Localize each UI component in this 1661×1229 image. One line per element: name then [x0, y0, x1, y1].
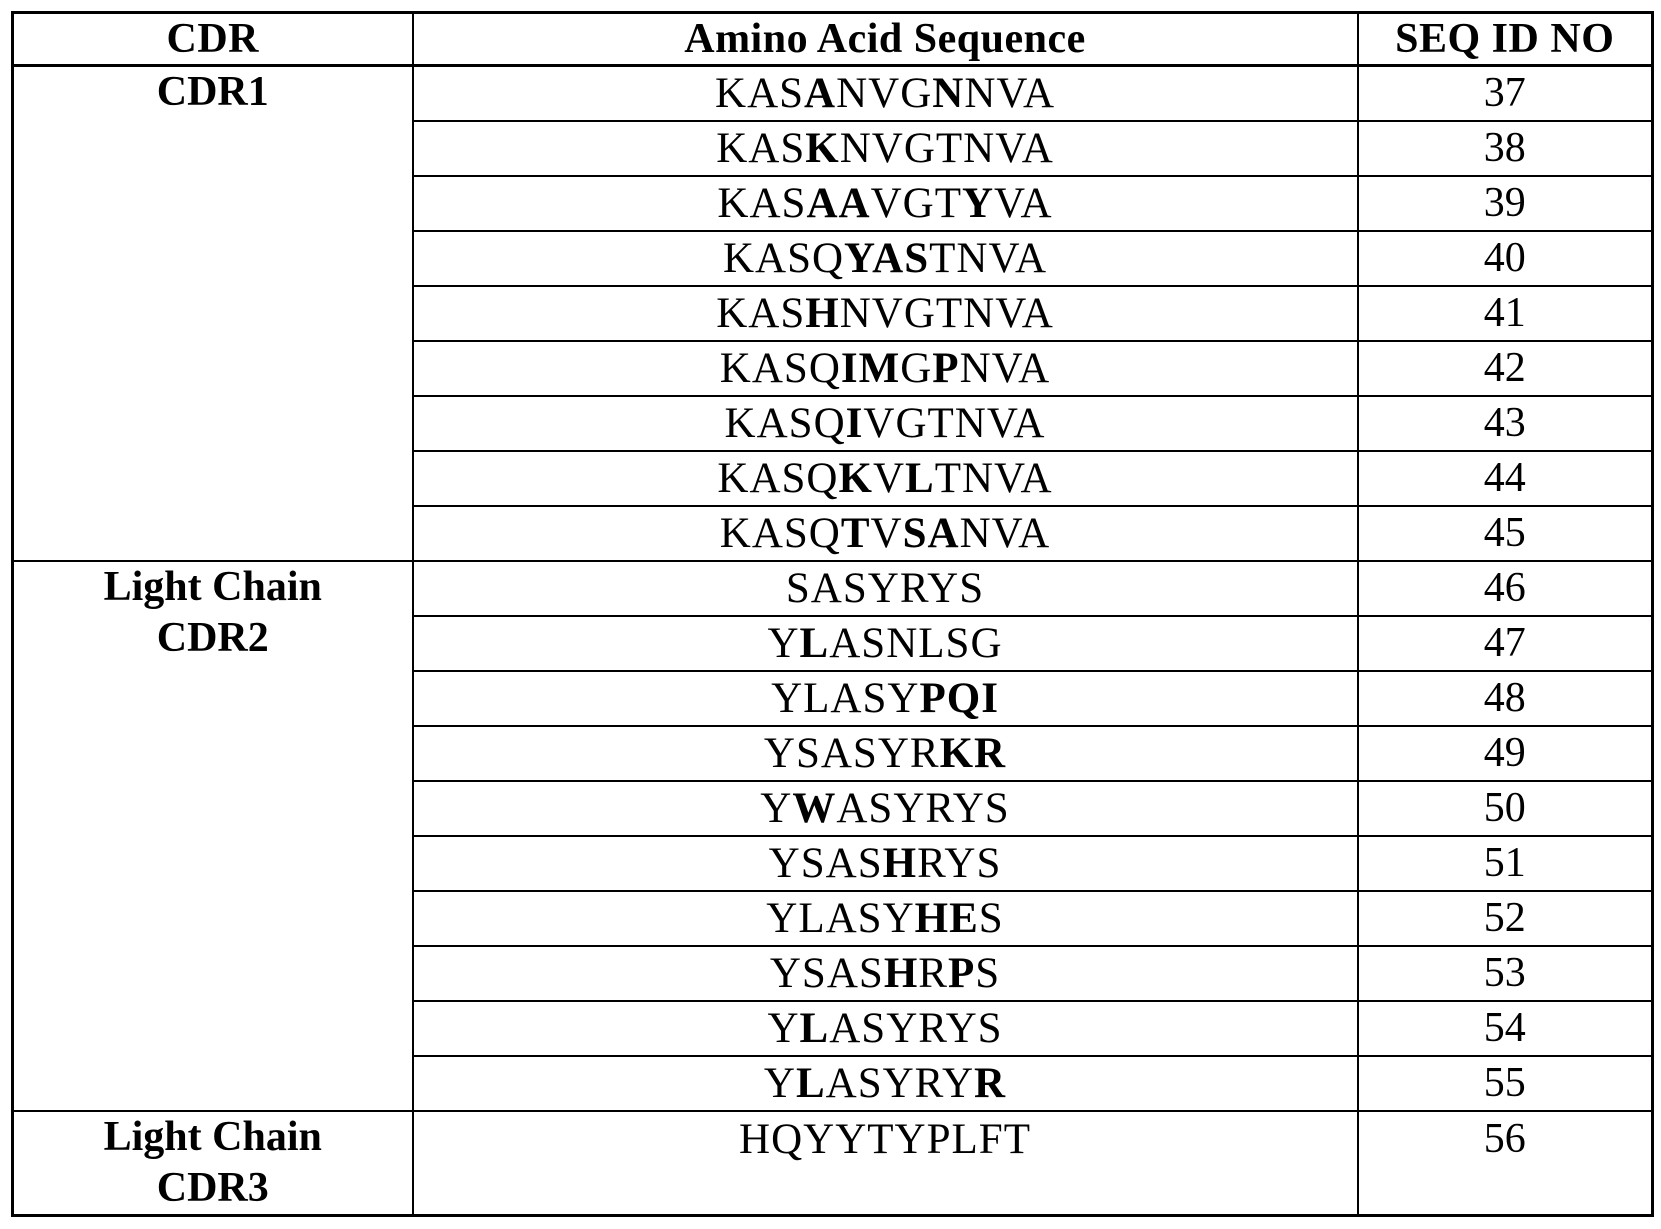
table-row: YSASHRPS 53: [13, 944, 1654, 1002]
sequence-cell: YLASYPQI: [411, 669, 1359, 727]
table-row: KASQYASTNVA 40: [13, 229, 1654, 287]
table-body: CDR1 KASANVGNNVA 37 KASKNVGTNVA 38 KASAAVGTYV…: [11, 64, 1654, 1217]
table-row: KASQIVGTNVA 43: [13, 394, 1654, 452]
sequence-cell: YLASYHES: [411, 889, 1359, 947]
seq-id-cell: 50: [1356, 779, 1654, 837]
sequence-cell: HQYYTYPLFT: [411, 1109, 1359, 1217]
table-row: YLASNLSG 47: [13, 614, 1654, 672]
cdr-group-label-line: Light Chain: [103, 563, 322, 610]
seq-id-cell: 46: [1356, 559, 1654, 617]
table-row: YLASYPQI 48: [13, 669, 1654, 727]
table-row: KASQKVLTNVA 44: [13, 449, 1654, 507]
seq-id-cell: 37: [1356, 64, 1654, 122]
seq-id-cell: 42: [1356, 339, 1654, 397]
sequence-cell: KASQKVLTNVA: [411, 449, 1359, 507]
table-row: YLASYRYS 54: [13, 999, 1654, 1057]
sequence-cell: KASAAVGTYVA: [411, 174, 1359, 232]
sequence-cell: YSASHRYS: [411, 834, 1359, 892]
table-row: KASQTVSANVA 45: [13, 504, 1654, 562]
seq-id-cell: 56: [1356, 1109, 1654, 1217]
sequence-cell: KASQIVGTNVA: [411, 394, 1359, 452]
table-row: YLASYHES 52: [13, 889, 1654, 947]
cdr-group-cell: Light Chain CDR3: [11, 1109, 414, 1217]
sequence-cell: SASYRYS: [411, 559, 1359, 617]
table-header: CDR Amino Acid Sequence SEQ ID NO: [11, 11, 1654, 67]
sequence-cell: YSASHRPS: [411, 944, 1359, 1002]
seq-id-cell: 41: [1356, 284, 1654, 342]
table-row: KASHNVGTNVA 41: [13, 284, 1654, 342]
sequence-cell: YLASYRYS: [411, 999, 1359, 1057]
table-row: YSASYRKR 49: [13, 724, 1654, 782]
header-amino-acid-sequence: Amino Acid Sequence: [411, 11, 1359, 67]
table-row: YWASYRYS 50: [13, 779, 1654, 837]
cdr-group-label-line: CDR1: [156, 69, 269, 115]
header-row: CDR Amino Acid Sequence SEQ ID NO: [11, 11, 1654, 67]
cdr-group-label-line: Light Chain: [103, 1113, 322, 1160]
seq-id-cell: 54: [1356, 999, 1654, 1057]
seq-id-cell: 49: [1356, 724, 1654, 782]
table-row: CDR1 KASANVGNNVA 37: [11, 64, 1654, 562]
table-row: KASQIMGPNVA 42: [13, 339, 1654, 397]
sequence-cell: KASQIMGPNVA: [411, 339, 1359, 397]
cdr-group-cell: Light Chain CDR2: [11, 559, 414, 1112]
cdr-group-cell: CDR1: [11, 64, 414, 562]
sequence-cell: YWASYRYS: [411, 779, 1359, 837]
seq-id-cell: 55: [1356, 1054, 1654, 1112]
header-seq-id-no: SEQ ID NO: [1356, 11, 1654, 67]
seq-id-cell: 45: [1356, 504, 1654, 562]
seq-id-cell: 48: [1356, 669, 1654, 727]
seq-id-cell: 51: [1356, 834, 1654, 892]
seq-id-cell: 39: [1356, 174, 1654, 232]
cdr-group-label-line: CDR3: [156, 1164, 269, 1211]
seq-id-cell: 47: [1356, 614, 1654, 672]
seq-id-cell: 52: [1356, 889, 1654, 947]
seq-id-cell: 40: [1356, 229, 1654, 287]
table-row: YLASYRYR 55: [13, 1054, 1654, 1112]
sequence-cell: KASANVGNNVA: [411, 64, 1359, 122]
seq-id-cell: 53: [1356, 944, 1654, 1002]
cdr-sequence-table-wrap: CDR Amino Acid Sequence SEQ ID NO CDR1 KA…: [11, 11, 1654, 1217]
sequence-cell: KASQYASTNVA: [411, 229, 1359, 287]
table-row: KASKNVGTNVA 38: [13, 119, 1654, 177]
sequence-cell: YLASNLSG: [411, 614, 1359, 672]
sequence-cell: KASKNVGTNVA: [411, 119, 1359, 177]
sequence-cell: YLASYRYR: [411, 1054, 1359, 1112]
cdr-sequence-table: CDR Amino Acid Sequence SEQ ID NO CDR1 KA…: [11, 11, 1654, 1217]
table-row: KASAAVGTYVA 39: [13, 174, 1654, 232]
header-cdr: CDR: [11, 11, 414, 67]
seq-id-cell: 44: [1356, 449, 1654, 507]
cdr-group-label-line: CDR2: [156, 614, 269, 661]
sequence-cell: KASQTVSANVA: [411, 504, 1359, 562]
table-row: Light Chain CDR3 HQYYTYPLFT 56: [11, 1109, 1654, 1217]
table-row: YSASHRYS 51: [13, 834, 1654, 892]
sequence-cell: YSASYRKR: [411, 724, 1359, 782]
seq-id-cell: 38: [1356, 119, 1654, 177]
table-row: Light Chain CDR2 SASYRYS 46: [11, 559, 1654, 1112]
seq-id-cell: 43: [1356, 394, 1654, 452]
sequence-cell: KASHNVGTNVA: [411, 284, 1359, 342]
